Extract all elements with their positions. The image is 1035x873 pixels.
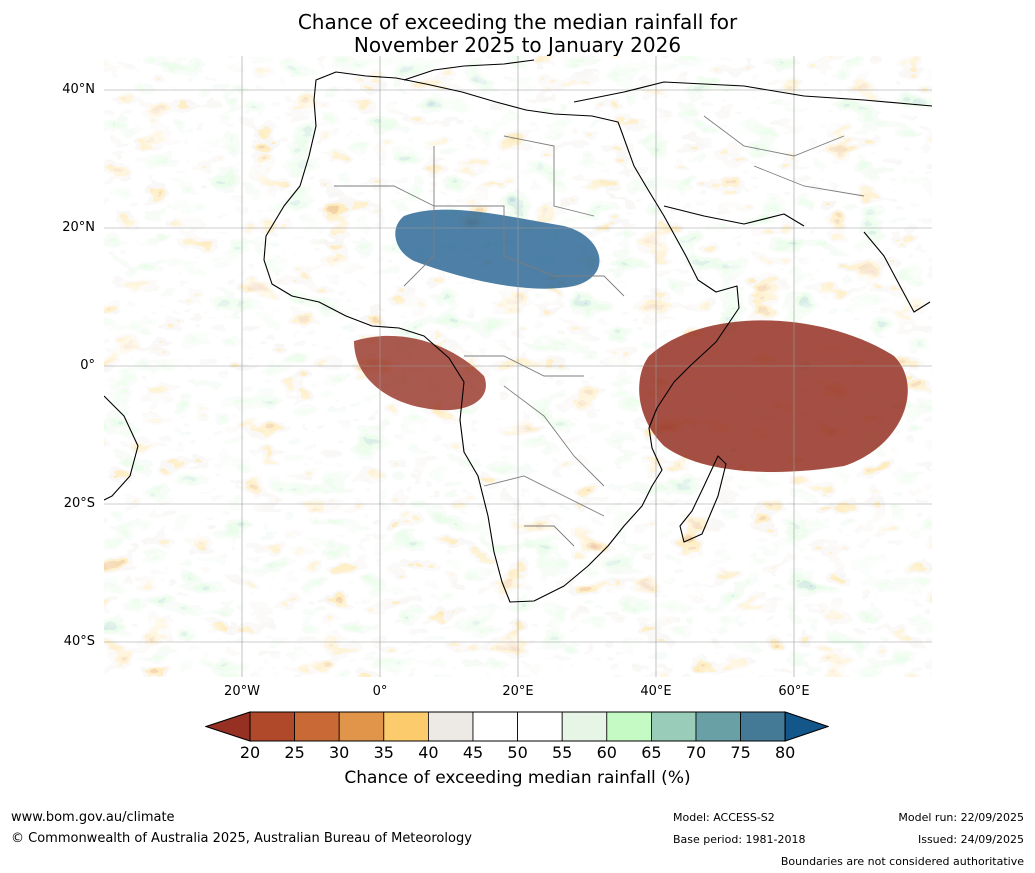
colorbar-tick-label: 35 <box>373 743 394 762</box>
footer-issued: Issued: 24/09/2025 <box>917 833 1024 846</box>
lon-label-20e: 20°E <box>502 684 534 699</box>
footer-website[interactable]: www.bom.gov.au/climate <box>11 810 175 825</box>
colorbar-extend-high <box>784 711 829 742</box>
colorbar-segment <box>294 711 340 742</box>
lon-label-40e: 40°E <box>640 684 672 699</box>
footer-disclaimer: Boundaries are not considered authoritat… <box>780 855 1024 868</box>
map-canvas <box>104 56 932 677</box>
colorbar-tick-label: 50 <box>507 743 528 762</box>
colorbar-segment <box>383 711 429 742</box>
colorbar-tick-label: 55 <box>552 743 573 762</box>
national-boundaries <box>334 115 865 547</box>
coastlines <box>104 59 932 603</box>
colorbar-tick-label: 80 <box>775 743 796 762</box>
colorbar-segment <box>606 711 652 742</box>
chart-title-line-2: November 2025 to January 2026 <box>353 33 682 57</box>
colorbar-segment <box>427 711 474 742</box>
colorbar-segment <box>561 711 608 742</box>
lat-label-40s: 40°S <box>63 634 95 649</box>
lon-label-60e: 60°E <box>778 684 810 699</box>
colorbar-tick-label: 75 <box>730 743 751 762</box>
colorbar-segment <box>740 711 786 742</box>
lat-label-20s: 20°S <box>63 496 95 511</box>
colorbar-extend-low <box>205 711 251 742</box>
lat-label-40n: 40°N <box>62 82 95 97</box>
colorbar-tick-label: 25 <box>284 743 305 762</box>
footer-model-run: Model run: 22/09/2025 <box>898 811 1024 824</box>
lat-label-equator: 0° <box>80 358 95 373</box>
colorbar-segment <box>517 711 563 742</box>
lon-label-0: 0° <box>372 684 388 699</box>
colorbar-tick-label: 70 <box>685 743 707 762</box>
wet-anomaly-sahel <box>395 209 600 289</box>
colorbar-segment <box>338 711 385 742</box>
colorbar-segment <box>650 711 697 742</box>
footer-copyright: © Commonwealth of Australia 2025, Austra… <box>11 831 472 846</box>
footer-model: Model: ACCESS-S2 <box>673 811 775 824</box>
colorbar-tick-label: 30 <box>329 743 350 762</box>
colorbar-tick-label: 60 <box>596 743 617 762</box>
graticule <box>104 56 932 677</box>
rainfall-outlook-map <box>104 56 932 677</box>
dry-anomaly-indian-ocean <box>639 320 908 472</box>
lon-label-20w: 20°W <box>224 684 260 699</box>
colorbar-segment <box>472 711 518 742</box>
footer-base-period: Base period: 1981-2018 <box>673 833 806 846</box>
colorbar-label: Chance of exceeding median rainfall (%) <box>344 768 691 788</box>
colorbar-tick-label: 45 <box>462 743 484 762</box>
colorbar-tick-label: 20 <box>239 743 261 762</box>
dry-anomaly-gulf-of-guinea <box>354 335 486 411</box>
chart-title-line-1: Chance of exceeding the median rainfall … <box>297 10 738 34</box>
colorbar-tick-label: 40 <box>418 743 439 762</box>
colorbar <box>205 711 829 742</box>
colorbar-segment <box>249 711 295 742</box>
lat-label-20n: 20°N <box>62 220 95 235</box>
colorbar-tick-label: 65 <box>641 743 662 762</box>
colorbar-frame <box>249 711 786 742</box>
colorbar-segment <box>695 711 741 742</box>
